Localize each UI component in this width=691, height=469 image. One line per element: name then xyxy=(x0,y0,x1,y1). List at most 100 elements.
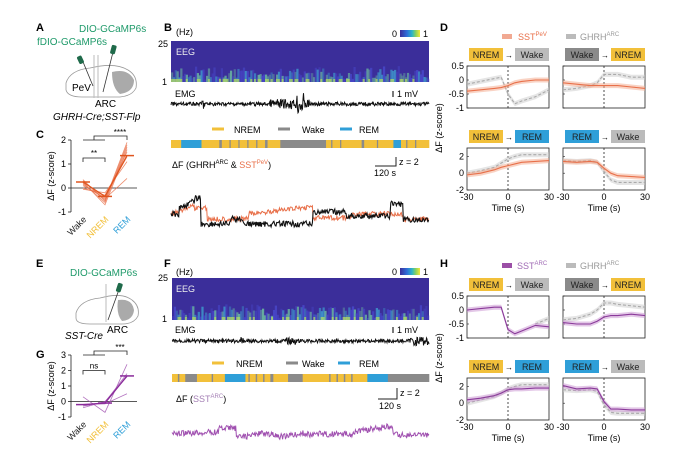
spectrogram-column xyxy=(276,79,279,82)
hypnogram-segment-nrem xyxy=(401,140,407,148)
sst-mean-line xyxy=(562,160,646,178)
spectrogram-column xyxy=(292,69,295,82)
state-label-to: Wake xyxy=(521,50,544,60)
state-box-to xyxy=(611,278,645,291)
spectrogram-column xyxy=(423,308,426,320)
spectrogram-column xyxy=(307,311,311,320)
spectrogram-column xyxy=(410,308,413,320)
spectrogram-column xyxy=(351,306,355,320)
spectrogram-column xyxy=(234,310,237,320)
hz-top-tick: 25 xyxy=(158,39,168,49)
spectrogram-column xyxy=(219,312,222,320)
spectrogram-column xyxy=(192,306,195,320)
spectrogram-column xyxy=(328,307,331,320)
legend-label-ghrh: GHRHARC xyxy=(580,261,620,271)
state-box-from xyxy=(565,278,599,291)
spectrogram-column xyxy=(320,79,323,82)
spectrogram-column xyxy=(388,309,391,320)
scale-z-label: z = 2 xyxy=(399,157,419,167)
brain-outline-icon xyxy=(65,65,137,98)
spectrogram-column xyxy=(357,74,360,82)
scale-bar xyxy=(378,388,398,400)
spectrogram-column xyxy=(185,74,188,82)
spectrogram-column xyxy=(353,66,356,82)
spectrogram-column xyxy=(261,308,265,320)
spectrogram-column xyxy=(272,309,276,320)
spectrogram-column xyxy=(254,310,257,320)
syringe-icon xyxy=(110,44,117,55)
hypnogram-segment-nrem xyxy=(273,374,289,382)
spectrogram-column xyxy=(231,76,235,82)
spectrogram-column xyxy=(307,72,310,82)
panel-e: E DIO-GCaMP6s ARC SST-Cre xyxy=(36,258,139,342)
sst-mean-line xyxy=(562,82,646,89)
spectrogram-column xyxy=(224,79,227,82)
spectrogram-column xyxy=(232,317,235,320)
spectrogram-column xyxy=(408,74,411,82)
spectrogram-column xyxy=(203,315,206,320)
spectrogram-column xyxy=(313,317,316,320)
spectrogram-column xyxy=(325,74,329,82)
legend-swatch-ghrh xyxy=(566,34,576,39)
arrow-icon: → xyxy=(601,363,609,372)
hypnogram-segment-rem xyxy=(367,374,389,382)
x-tick-label: 30 xyxy=(544,422,554,432)
spectrogram-column xyxy=(174,79,177,82)
spectrogram-column xyxy=(206,75,209,82)
spectrogram-column xyxy=(271,317,274,320)
spectrogram-column xyxy=(421,311,424,320)
spectrogram-column xyxy=(245,307,248,320)
spectrogram-column xyxy=(357,308,360,320)
x-tick-label: REM xyxy=(111,419,132,440)
hypnogram-segment-nrem xyxy=(264,374,271,382)
spectrogram-column xyxy=(255,77,259,82)
individual-line xyxy=(82,161,128,194)
y-tick-label: -0.5 xyxy=(448,89,464,99)
emg-trace xyxy=(171,336,430,347)
spectrogram-column xyxy=(419,74,423,82)
y-tick-label: 3 xyxy=(61,350,66,360)
sst-mean-line xyxy=(562,313,646,325)
state-label-from: NREM xyxy=(473,132,500,142)
state-box-to xyxy=(611,130,645,143)
hypnogram-segment-nrem xyxy=(352,374,368,382)
spectrogram-column xyxy=(238,313,241,320)
spectrogram-column xyxy=(260,309,263,320)
spectrogram-column xyxy=(416,70,419,82)
spectrogram-column xyxy=(421,317,424,320)
spectrogram-power xyxy=(172,304,430,320)
hypnogram-segment-nrem xyxy=(407,140,416,148)
spectrogram-column xyxy=(364,314,367,320)
x-axis-label: Time (s) xyxy=(492,433,525,443)
spectrogram-column xyxy=(226,79,229,82)
spectrogram-column xyxy=(405,317,408,320)
spectrogram-column xyxy=(305,79,308,82)
spectrogram-column xyxy=(270,72,273,82)
spectrogram-column xyxy=(236,317,239,320)
y-tick-label: 0 xyxy=(61,397,66,407)
hypnogram-segment-nrem xyxy=(416,140,430,148)
spectrogram-column xyxy=(283,314,287,320)
spectrogram-column xyxy=(408,313,412,320)
spectrogram-column xyxy=(338,73,341,82)
hypnogram-segment-nrem xyxy=(378,140,394,148)
sst-mean-line xyxy=(466,306,550,335)
spectrogram-column xyxy=(283,76,286,82)
y-tick-label: 2 xyxy=(61,366,66,376)
spectrogram-column xyxy=(263,315,267,320)
spectrogram-column xyxy=(394,316,397,320)
spectrogram-column xyxy=(347,79,351,82)
spectrogram-column xyxy=(217,305,221,320)
spectrogram-column xyxy=(174,70,177,82)
spectrogram-column xyxy=(232,308,235,320)
spectrogram-column xyxy=(379,79,382,82)
spectrogram-column xyxy=(241,306,244,320)
hypnogram-segment-wake xyxy=(229,140,232,148)
hypnogram-segment-nrem xyxy=(245,374,249,382)
spectrogram-column xyxy=(344,79,347,82)
state-box-from xyxy=(565,48,599,61)
hz-label: (Hz) xyxy=(176,27,193,37)
hz-top-tick: 25 xyxy=(158,273,168,283)
spectrogram-column xyxy=(346,79,349,82)
